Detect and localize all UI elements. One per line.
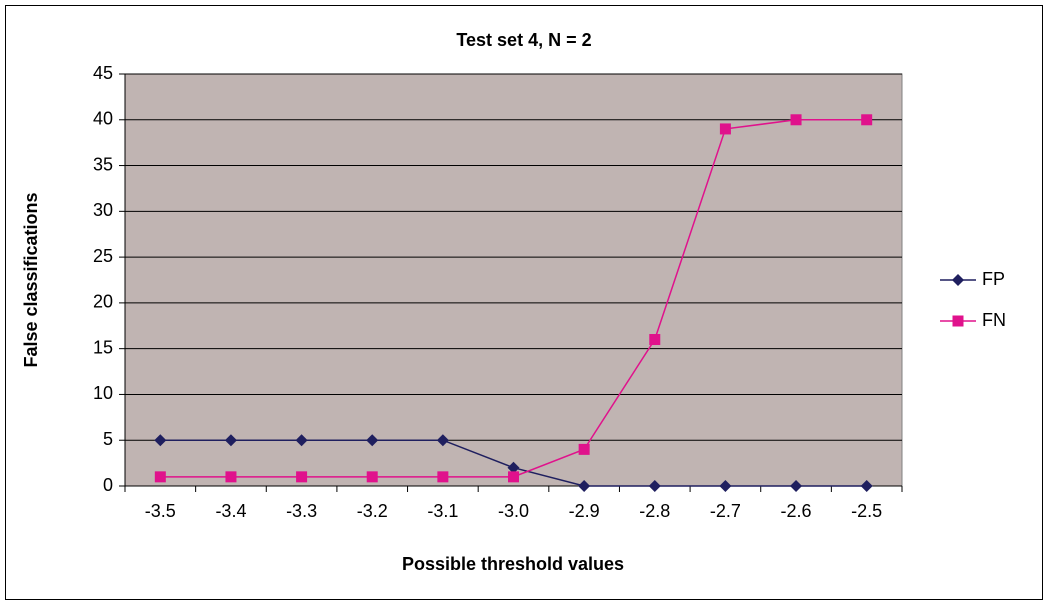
y-tick-label: 15	[93, 337, 113, 357]
y-axis-label: False classifications	[21, 192, 41, 367]
data-point	[790, 114, 802, 126]
legend-label: FP	[982, 269, 1005, 289]
y-tick-label: 35	[93, 154, 113, 174]
y-tick-label: 20	[93, 292, 113, 312]
data-point	[436, 434, 449, 447]
legend-marker	[952, 315, 964, 327]
x-tick-label: -2.5	[851, 501, 882, 521]
data-point	[790, 480, 803, 492]
x-tick-label: -3.5	[145, 501, 176, 521]
y-tick-label: 25	[93, 246, 113, 266]
x-tick-label: -3.4	[215, 501, 246, 521]
data-point	[295, 434, 308, 447]
data-point	[296, 471, 308, 483]
y-tick-label: 45	[93, 63, 113, 83]
data-point	[719, 123, 731, 135]
x-tick-label: -2.9	[569, 501, 600, 521]
data-point	[578, 480, 591, 492]
data-point	[507, 461, 520, 474]
y-tick-label: 40	[93, 109, 113, 129]
x-tick-label: -3.2	[357, 501, 388, 521]
x-tick-label: -3.3	[286, 501, 317, 521]
x-tick-label: -2.8	[639, 501, 670, 521]
data-point	[719, 480, 732, 492]
data-point	[224, 434, 237, 447]
legend-label: FN	[982, 310, 1006, 330]
data-point	[508, 471, 519, 483]
data-point	[649, 334, 661, 346]
plot-area	[124, 73, 903, 487]
data-point	[861, 114, 873, 126]
data-point	[578, 443, 590, 455]
legend-marker	[952, 274, 964, 286]
data-point	[648, 480, 661, 492]
y-tick-label: 5	[103, 429, 113, 449]
y-tick-label: 10	[93, 383, 113, 403]
data-point	[225, 471, 237, 483]
x-tick-label: -3.1	[427, 501, 458, 521]
data-point	[437, 471, 449, 483]
data-point	[366, 434, 379, 447]
x-tick-label: -3.0	[498, 501, 529, 521]
y-tick-label: 30	[93, 200, 113, 220]
chart-title: Test set 4, N = 2	[456, 30, 591, 50]
x-tick-label: -2.6	[781, 501, 812, 521]
data-point	[154, 434, 167, 447]
x-axis-label: Possible threshold values	[402, 554, 624, 574]
data-point	[154, 471, 166, 483]
data-point	[860, 480, 873, 492]
x-tick-label: -2.7	[710, 501, 741, 521]
y-tick-label: 0	[103, 475, 113, 495]
data-point	[366, 471, 378, 483]
